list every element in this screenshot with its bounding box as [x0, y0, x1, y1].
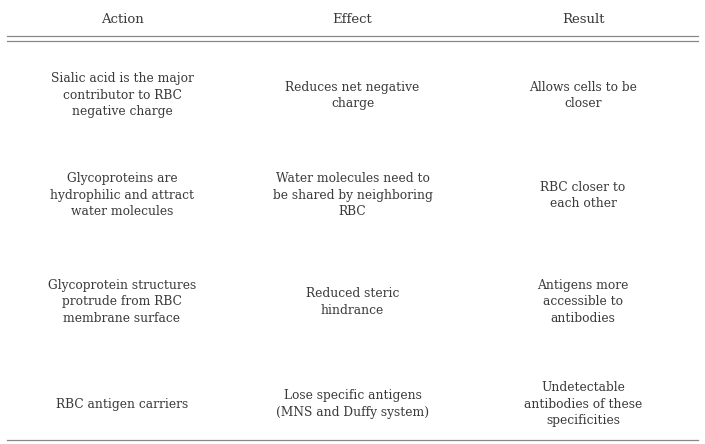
Text: Water molecules need to
be shared by neighboring
RBC: Water molecules need to be shared by nei… [273, 172, 432, 218]
Text: Lose specific antigens
(MNS and Duffy system): Lose specific antigens (MNS and Duffy sy… [276, 389, 429, 419]
Text: Sialic acid is the major
contributor to RBC
negative charge: Sialic acid is the major contributor to … [51, 72, 193, 119]
Text: Result: Result [562, 13, 604, 27]
Text: Reduced steric
hindrance: Reduced steric hindrance [306, 287, 399, 317]
Text: Effect: Effect [333, 13, 372, 27]
Text: Glycoprotein structures
protrude from RBC
membrane surface: Glycoprotein structures protrude from RB… [48, 279, 196, 325]
Text: Allows cells to be
closer: Allows cells to be closer [529, 81, 637, 110]
Text: RBC closer to
each other: RBC closer to each other [541, 181, 625, 210]
Text: Glycoproteins are
hydrophilic and attract
water molecules: Glycoproteins are hydrophilic and attrac… [50, 172, 194, 218]
Text: RBC antigen carriers: RBC antigen carriers [56, 397, 188, 411]
Text: Undetectable
antibodies of these
specificities: Undetectable antibodies of these specifi… [524, 381, 642, 427]
Text: Reduces net negative
charge: Reduces net negative charge [286, 81, 419, 110]
Text: Antigens more
accessible to
antibodies: Antigens more accessible to antibodies [537, 279, 629, 325]
Text: Action: Action [101, 13, 143, 27]
